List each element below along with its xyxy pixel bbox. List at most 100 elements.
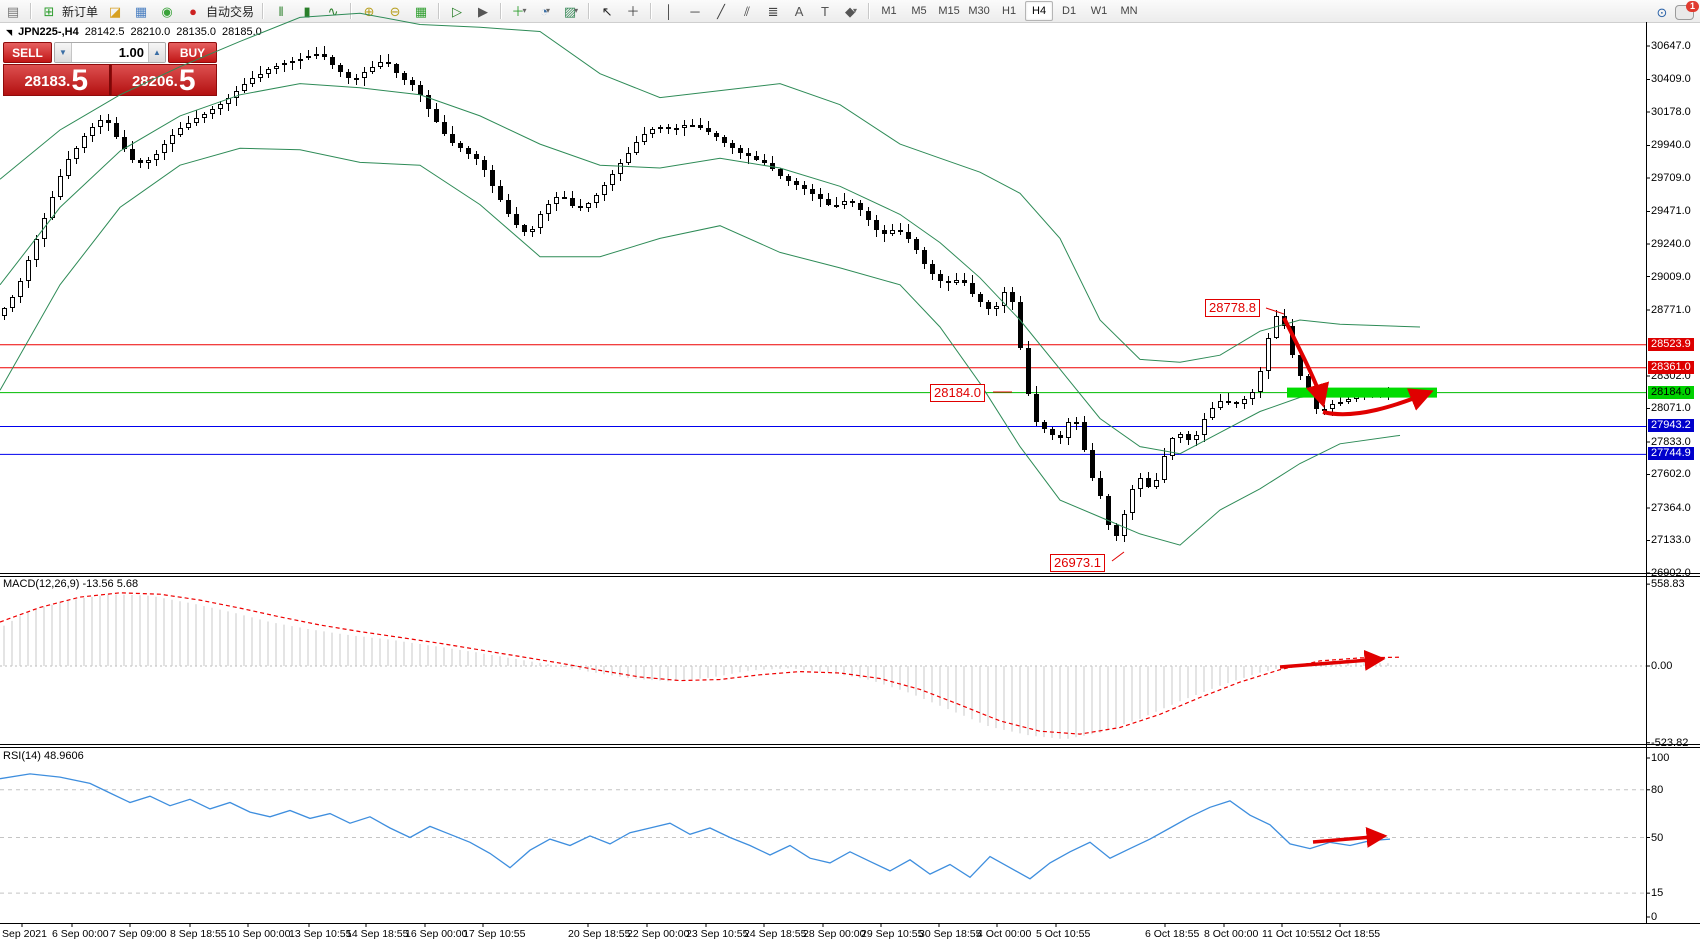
candle-wick xyxy=(388,54,389,68)
new-order-icon[interactable]: ⊞ xyxy=(43,3,55,19)
candle-body xyxy=(1250,391,1255,399)
time-axis-label[interactable]: 10 Sep 00:00 xyxy=(228,928,291,940)
search-icon[interactable]: ⊙ xyxy=(1656,4,1668,20)
notifications-icon[interactable]: 1 xyxy=(1675,0,1699,20)
zoom-out-icon[interactable]: ⊖ xyxy=(389,3,401,19)
candle-body xyxy=(1378,391,1383,393)
time-axis-label[interactable]: 22 Sep 00:00 xyxy=(627,928,690,940)
candle-body xyxy=(546,203,551,215)
periods-icon[interactable]: ◔ ▾ xyxy=(540,3,550,19)
cursor-icon[interactable]: ↖ xyxy=(601,3,613,19)
price-axis-badge-28361.0: 28361.0 xyxy=(1648,360,1694,374)
candle-body xyxy=(570,197,575,206)
time-axis-label[interactable]: 13 Sep 10:55 xyxy=(289,928,352,940)
candle-wick xyxy=(284,59,285,72)
candle-body xyxy=(26,260,31,282)
macd-indicator-label: MACD(12,26,9) -13.56 5.68 xyxy=(3,578,139,590)
candle-body xyxy=(922,249,927,264)
channel-icon[interactable]: ⫽ xyxy=(744,3,750,19)
time-axis-label[interactable]: 23 Sep 10:55 xyxy=(686,928,749,940)
signals-icon[interactable]: ◉ xyxy=(161,3,173,19)
horizontal-line-icon[interactable]: ─ xyxy=(690,3,700,19)
candle-body xyxy=(986,302,991,310)
time-axis-label[interactable]: 29 Sep 10:55 xyxy=(861,928,924,940)
candle-body xyxy=(1098,478,1103,496)
candle-body xyxy=(946,281,951,284)
candlestick-chart-icon[interactable]: ▮ xyxy=(303,3,311,19)
time-axis-label[interactable]: 11 Oct 10:55 xyxy=(1262,928,1322,940)
candle-body xyxy=(802,184,807,189)
time-axis-label[interactable]: 16 Sep 00:00 xyxy=(405,928,468,940)
auto-scroll-icon[interactable]: ▶ xyxy=(478,3,489,19)
time-axis-label[interactable]: 14 Sep 18:55 xyxy=(346,928,409,940)
autotrading-icon[interactable]: ● xyxy=(189,3,197,19)
candle-body xyxy=(1154,479,1159,487)
candle-body xyxy=(882,230,887,234)
candle-body xyxy=(154,153,159,160)
zoom-in-icon[interactable]: ⊕ xyxy=(363,3,375,19)
candle-body xyxy=(610,174,615,185)
arrows-icon[interactable]: ◆ ▾ xyxy=(845,3,858,19)
time-axis-label[interactable]: 5 Oct 10:55 xyxy=(1036,928,1091,940)
fibonacci-icon[interactable]: ≣ xyxy=(767,3,779,19)
time-axis-label[interactable]: 8 Oct 00:00 xyxy=(1204,928,1259,940)
candle-wick xyxy=(900,223,901,235)
time-axis-label[interactable]: 6 Oct 18:55 xyxy=(1145,928,1200,940)
candle-body xyxy=(1170,438,1175,456)
candle-body xyxy=(362,72,367,78)
candle-body xyxy=(2,307,7,317)
time-axis-label[interactable]: 24 Sep 18:55 xyxy=(744,928,807,940)
candle-body xyxy=(1114,525,1119,536)
candle-body xyxy=(346,72,351,78)
candle-wick xyxy=(308,50,309,61)
trendline-icon[interactable]: ╱ xyxy=(717,3,725,19)
rsi-axis-tick: 80 xyxy=(1651,783,1664,796)
candle-body xyxy=(354,77,359,80)
candle-body xyxy=(338,65,343,73)
time-axis-label[interactable]: 28 Sep 00:00 xyxy=(803,928,866,940)
text-icon[interactable]: A xyxy=(794,3,804,19)
price-axis-badge-28523.9: 28523.9 xyxy=(1648,337,1694,351)
toolbar-separator xyxy=(350,3,353,19)
price-axis-tick: 29471.0 xyxy=(1651,205,1691,218)
time-axis-label[interactable]: 12 Oct 18:55 xyxy=(1320,928,1381,940)
text-label-icon[interactable]: T xyxy=(821,3,829,19)
time-axis-label[interactable]: 30 Sep 18:55 xyxy=(919,928,982,940)
time-axis-label[interactable]: 17 Sep 10:55 xyxy=(463,928,526,940)
candle-body xyxy=(402,73,407,81)
toolbar-separator xyxy=(650,3,653,19)
time-axis-label[interactable]: 7 Sep 09:00 xyxy=(110,928,167,940)
candle-body xyxy=(970,283,975,294)
candle-body xyxy=(594,195,599,203)
candle-wick xyxy=(316,46,317,59)
time-axis-label[interactable]: 8 Sep 18:55 xyxy=(170,928,227,940)
time-axis-label[interactable]: 6 Sep 00:00 xyxy=(52,928,109,940)
candle-body xyxy=(834,204,839,207)
price-axis-tick: 26902.0 xyxy=(1651,567,1691,579)
candle-body xyxy=(306,56,311,59)
price-axis-badge-27744.9: 27744.9 xyxy=(1648,447,1694,461)
toolbar-separator xyxy=(30,3,32,19)
chart-shift-icon[interactable]: ▷ xyxy=(452,3,463,19)
candle-body xyxy=(130,149,135,160)
candle-body xyxy=(98,119,103,127)
price-axis-tick: 27602.0 xyxy=(1651,468,1691,481)
candle-body xyxy=(930,263,935,275)
candle-body xyxy=(962,279,967,283)
time-axis-label[interactable]: 4 Oct 00:00 xyxy=(977,928,1032,940)
candle-body xyxy=(730,142,735,149)
candle-body xyxy=(90,126,95,136)
candle-body xyxy=(1194,434,1199,440)
line-chart-icon[interactable]: ∿ xyxy=(327,3,339,19)
bar-chart-icon[interactable]: ‖ xyxy=(278,3,284,19)
candle-body xyxy=(394,64,399,74)
time-axis-label[interactable]: Sep 2021 xyxy=(2,928,47,940)
candle-body xyxy=(746,152,751,157)
candle-body xyxy=(1106,495,1111,526)
time-axis-label[interactable]: 20 Sep 18:55 xyxy=(568,928,631,940)
price-axis-tick: 29009.0 xyxy=(1651,270,1691,283)
price-axis-tick: 27133.0 xyxy=(1651,534,1691,547)
vertical-line-icon[interactable]: │ xyxy=(664,3,674,19)
candle-body xyxy=(266,69,271,74)
